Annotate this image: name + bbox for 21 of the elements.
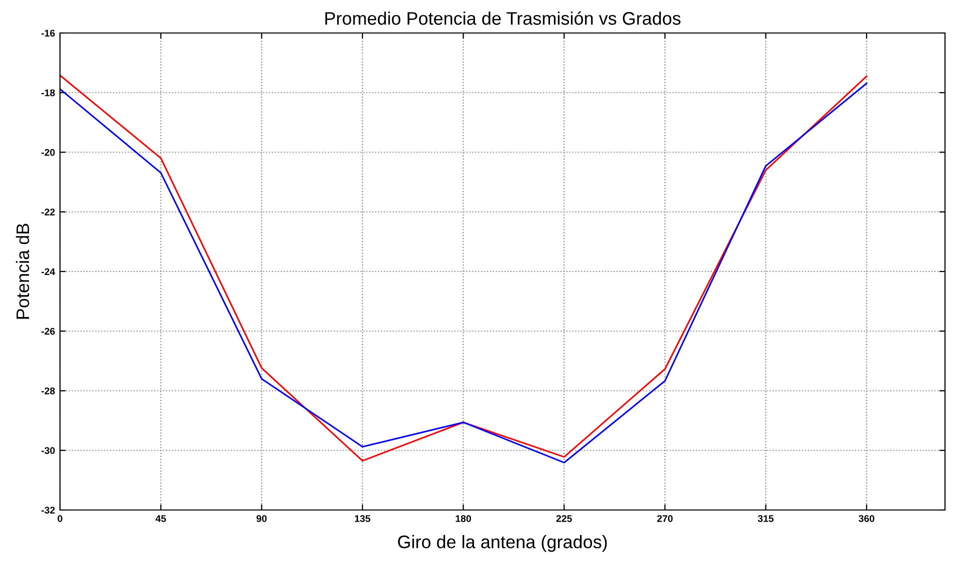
x-tick-label: 0	[58, 515, 62, 522]
y-tick-label: -32	[41, 506, 55, 514]
y-tick-label: -20	[41, 148, 55, 156]
y-tick-label: -22	[41, 208, 55, 216]
x-tick-label: 315	[758, 515, 774, 522]
x-tick-label: 225	[556, 515, 572, 522]
y-tick-label: -30	[41, 447, 55, 454]
chart-title: Promedio Potencia de Trasmisión vs Grados	[325, 11, 680, 25]
y-tick-label: -28	[41, 387, 55, 394]
x-axis-title: Giro de la antena (grados)	[398, 535, 607, 552]
x-tick-label: 270	[657, 515, 673, 522]
x-tick-label: 180	[456, 515, 472, 522]
y-tick-label: -18	[41, 89, 55, 96]
y-tick-label: -26	[41, 328, 55, 335]
y-tick-label: -24	[41, 268, 56, 276]
y-tick-label: -16	[41, 30, 55, 37]
x-tick-label: 90	[256, 515, 267, 522]
x-tick-label: 45	[156, 515, 166, 522]
x-tick-label: 135	[354, 515, 370, 522]
y-axis-title: Potencia dB	[16, 224, 30, 319]
x-tick-label: 360	[858, 515, 874, 522]
